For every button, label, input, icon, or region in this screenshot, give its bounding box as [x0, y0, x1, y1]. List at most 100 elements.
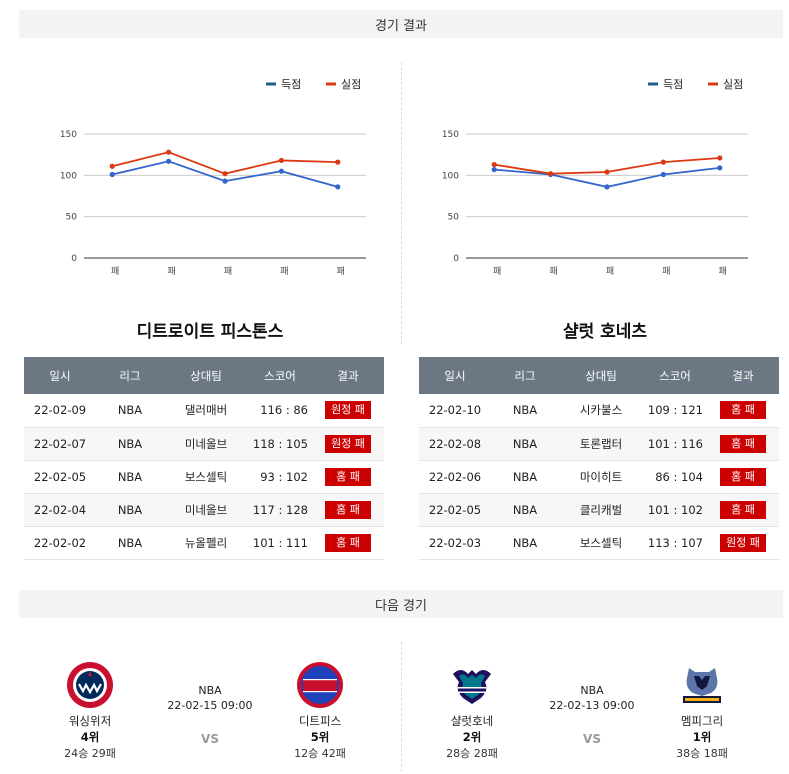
team-name: 디트피스 [298, 714, 342, 728]
team-rank: 1위 [692, 730, 712, 744]
match-datetime: 22-02-13 09:00 [549, 699, 635, 712]
result-badge: 홈 패 [325, 533, 371, 552]
table-row: 22-02-06 NBA 마이히트 86 : 104 홈 패 [419, 460, 779, 494]
hornets-logo-icon [453, 670, 491, 704]
next-header-label: 다음 경기 [375, 598, 427, 614]
legend-label: 득점 [281, 78, 301, 91]
x-tick-label: 패 [493, 266, 501, 277]
league-cell: NBA [491, 394, 559, 428]
col-result: 결과 [707, 357, 779, 394]
right-chart-svg: 득점 실점 0 50 100 150 패 패 패 패 패 [442, 78, 748, 277]
result-cell: 원정 패 [312, 427, 384, 461]
match-info: NBA 22-02-15 09:00 [145, 684, 275, 712]
next-game-card[interactable]: 워싱위저 4위 24승 29패 NBA 22-02-15 09:00 VS 디트… [25, 650, 395, 770]
team-record: 38승 18패 [676, 747, 728, 760]
result-badge: 원정 패 [325, 434, 371, 453]
score-cell: 117 : 128 [248, 493, 312, 527]
date-cell: 22-02-08 [419, 427, 491, 461]
league-cell: NBA [96, 460, 164, 494]
data-point [717, 155, 723, 161]
left-chart-svg: 득점 실점 0 50 100 150 패 패 패 패 패 [60, 78, 366, 277]
data-point [335, 184, 341, 190]
away-team: 멤피그리 1위 38승 18패 [657, 660, 747, 761]
match-league: NBA [580, 684, 604, 697]
score-cell: 118 : 105 [248, 427, 312, 461]
date-cell: 22-02-07 [24, 427, 96, 461]
series-line-conceded [111, 151, 338, 175]
result-badge: 홈 패 [720, 500, 766, 519]
opponent-cell: 클리캐벌 [559, 493, 643, 527]
result-cell: 원정 패 [707, 526, 779, 560]
opponent-cell: 마이히트 [559, 460, 643, 494]
data-point [109, 171, 115, 178]
result-badge: 원정 패 [325, 401, 371, 420]
result-cell: 홈 패 [707, 427, 779, 461]
result-badge: 홈 패 [720, 401, 766, 420]
result-cell: 홈 패 [312, 526, 384, 560]
league-cell: NBA [491, 460, 559, 494]
league-cell: NBA [96, 394, 164, 428]
data-point [222, 178, 228, 184]
x-tick-label: 패 [549, 266, 557, 277]
team-name: 샬럿호네 [450, 714, 494, 728]
data-point [717, 165, 723, 171]
score-cell: 101 : 116 [643, 427, 707, 461]
y-tick-label: 0 [453, 254, 459, 264]
x-tick-label: 패 [167, 266, 175, 277]
top-divider [401, 62, 402, 344]
legend-label: 실점 [341, 78, 361, 91]
y-tick-label: 50 [66, 213, 78, 223]
opponent-cell: 미네올브 [164, 493, 248, 527]
data-point [278, 157, 284, 164]
col-date: 일시 [419, 357, 491, 394]
score-cell: 101 : 102 [643, 493, 707, 527]
x-tick-label: 패 [280, 266, 288, 277]
table-row: 22-02-09 NBA 댈러매버 116 : 86 원정 패 [24, 394, 384, 428]
opponent-cell: 뉴올펠리 [164, 526, 248, 560]
results-header-label: 경기 결과 [375, 18, 427, 34]
date-cell: 22-02-06 [419, 460, 491, 494]
table-header-row: 일시 리그 상대팀 스코어 결과 [24, 357, 384, 394]
y-tick-label: 150 [60, 130, 77, 140]
right-team-results-table: 일시 리그 상대팀 스코어 결과 22-02-10 NBA 시카불스 109 : 12… [419, 357, 779, 560]
x-tick-label: 패 [606, 266, 614, 277]
next-game-card[interactable]: 샬럿호네 2위 28승 28패 NBA 22-02-13 09:00 VS 멤피… [407, 650, 777, 770]
data-point [109, 163, 115, 169]
data-point [166, 149, 172, 155]
x-tick-label: 패 [224, 266, 232, 277]
away-team: 디트피스 5위 12승 42패 [275, 660, 365, 761]
right-team-title: 샬럿 호네츠 [562, 322, 648, 342]
result-badge: 홈 패 [325, 500, 371, 519]
legend-label: 득점 [663, 78, 683, 91]
table-row: 22-02-05 NBA 보스셀틱 93 : 102 홈 패 [24, 460, 384, 494]
team-record: 28승 28패 [446, 747, 498, 760]
x-tick-label: 패 [111, 266, 119, 277]
match-league: NBA [198, 684, 222, 697]
grizzlies-logo-icon [683, 668, 721, 703]
league-cell: NBA [491, 427, 559, 461]
home-team: 워싱위저 4위 24승 29패 [45, 660, 135, 761]
vs-label: VS [583, 732, 601, 746]
chart-legend: 득점 실점 [266, 78, 361, 91]
table-row: 22-02-02 NBA 뉴올펠리 101 : 111 홈 패 [24, 526, 384, 560]
pistons-logo-icon [297, 662, 343, 708]
match-datetime: 22-02-15 09:00 [167, 699, 253, 712]
data-point [335, 159, 341, 165]
opponent-cell: 보스셀틱 [559, 526, 643, 560]
table-row: 22-02-10 NBA 시카불스 109 : 121 홈 패 [419, 394, 779, 428]
col-opponent: 상대팀 [559, 357, 643, 394]
opponent-cell: 보스셀틱 [164, 460, 248, 494]
date-cell: 22-02-09 [24, 394, 96, 428]
wizards-logo-icon [67, 662, 113, 708]
col-result: 결과 [312, 357, 384, 394]
league-cell: NBA [96, 526, 164, 560]
result-badge: 홈 패 [720, 434, 766, 453]
data-point [660, 171, 666, 178]
data-point [491, 161, 497, 168]
score-cell: 86 : 104 [643, 460, 707, 494]
league-cell: NBA [491, 493, 559, 527]
col-date: 일시 [24, 357, 96, 394]
league-cell: NBA [96, 493, 164, 527]
score-cell: 113 : 107 [643, 526, 707, 560]
col-score: 스코어 [643, 357, 707, 394]
